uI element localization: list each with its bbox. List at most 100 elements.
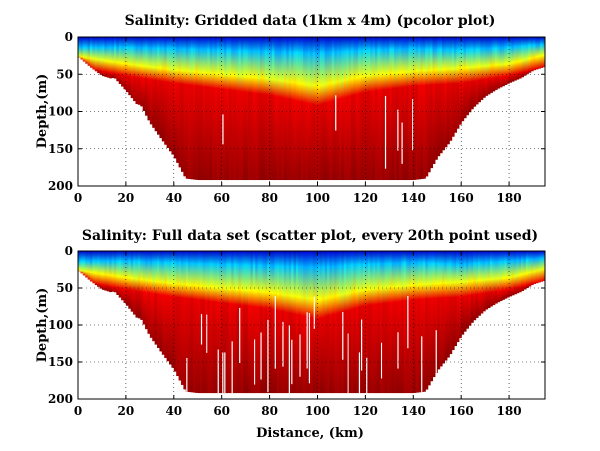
salinity-column: [293, 37, 297, 181]
salinity-column: [420, 251, 424, 393]
salinity-column: [415, 251, 419, 393]
salinity-column: [396, 37, 400, 181]
data-gap: [342, 312, 344, 360]
salinity-column: [80, 251, 84, 274]
salinity-column: [185, 37, 189, 179]
salinity-column: [188, 37, 192, 179]
salinity-column: [236, 251, 240, 394]
data-gap: [222, 352, 224, 394]
salinity-column: [85, 251, 89, 278]
salinity-column: [480, 37, 484, 100]
salinity-column: [518, 251, 522, 293]
data-gap: [401, 122, 403, 164]
salinity-column: [245, 251, 249, 394]
salinity-column: [501, 37, 505, 87]
salinity-column: [343, 37, 347, 181]
data-gap: [224, 352, 226, 394]
salinity-column: [106, 37, 110, 78]
x-tick-label: 160: [449, 404, 474, 418]
salinity-column: [367, 251, 371, 394]
y-tick-label: 100: [48, 318, 73, 332]
salinity-column: [437, 37, 441, 157]
salinity-column: [147, 37, 151, 121]
x-tick-label: 0: [74, 404, 82, 418]
salinity-column: [461, 251, 465, 335]
salinity-column: [504, 37, 508, 85]
salinity-column: [164, 37, 168, 145]
salinity-column: [494, 37, 498, 90]
y-axis-label: Depth,(m): [35, 74, 50, 149]
salinity-column: [521, 251, 525, 291]
salinity-column: [351, 37, 355, 181]
salinity-column: [339, 251, 343, 394]
data-gap: [267, 319, 269, 393]
salinity-column: [525, 251, 529, 288]
salinity-column: [94, 251, 98, 286]
data-gap: [306, 312, 308, 369]
salinity-column: [209, 37, 213, 181]
salinity-column: [197, 37, 201, 181]
salinity-column: [449, 37, 453, 141]
y-tick-label: 200: [48, 392, 73, 406]
salinity-column: [425, 251, 429, 390]
x-tick-label: 20: [118, 191, 135, 205]
data-gap: [288, 325, 290, 394]
salinity-column: [391, 251, 395, 394]
salinity-column: [276, 251, 280, 394]
salinity-column: [456, 251, 460, 343]
salinity-column: [370, 251, 374, 394]
salinity-column: [470, 37, 474, 110]
y-axis-label: Depth,(m): [35, 288, 50, 363]
salinity-column: [475, 251, 479, 318]
salinity-column: [118, 37, 122, 84]
salinity-column: [135, 251, 139, 318]
salinity-column: [255, 251, 259, 394]
salinity-column: [518, 37, 522, 79]
salinity-column: [243, 37, 247, 181]
salinity-column: [262, 37, 266, 181]
salinity-column: [92, 251, 96, 284]
salinity-column: [264, 37, 268, 181]
salinity-column: [137, 37, 141, 105]
salinity-column: [87, 37, 91, 66]
salinity-column: [99, 37, 103, 75]
salinity-column: [382, 251, 386, 394]
salinity-column: [183, 251, 187, 390]
salinity-column: [370, 37, 374, 181]
salinity-column: [89, 37, 93, 68]
salinity-column: [367, 37, 371, 181]
data-gap: [435, 330, 437, 373]
salinity-column: [269, 37, 273, 181]
data-gap: [347, 333, 349, 394]
salinity-column: [365, 37, 369, 181]
salinity-column: [317, 37, 321, 181]
salinity-column: [214, 251, 218, 394]
salinity-column: [324, 251, 328, 394]
salinity-column: [327, 251, 331, 394]
salinity-column: [250, 37, 254, 181]
salinity-column: [113, 37, 117, 79]
salinity-column: [185, 251, 189, 392]
salinity-column: [176, 37, 180, 163]
salinity-column: [362, 251, 366, 394]
salinity-column: [348, 251, 352, 394]
salinity-column: [477, 251, 481, 316]
salinity-column: [202, 251, 206, 394]
salinity-column: [418, 251, 422, 393]
salinity-column: [271, 37, 275, 181]
salinity-column: [489, 37, 493, 93]
salinity-column: [403, 37, 407, 181]
salinity-column: [430, 37, 434, 169]
salinity-column: [408, 37, 412, 181]
x-tick-label: 80: [261, 191, 278, 205]
salinity-column: [461, 37, 465, 122]
salinity-column: [152, 37, 156, 128]
x-tick-label: 60: [213, 404, 230, 418]
salinity-column: [324, 37, 328, 181]
salinity-column: [377, 251, 381, 394]
salinity-column: [516, 37, 520, 80]
salinity-column: [82, 251, 86, 276]
salinity-column: [336, 37, 340, 181]
salinity-column: [329, 37, 333, 181]
salinity-column: [195, 37, 199, 180]
